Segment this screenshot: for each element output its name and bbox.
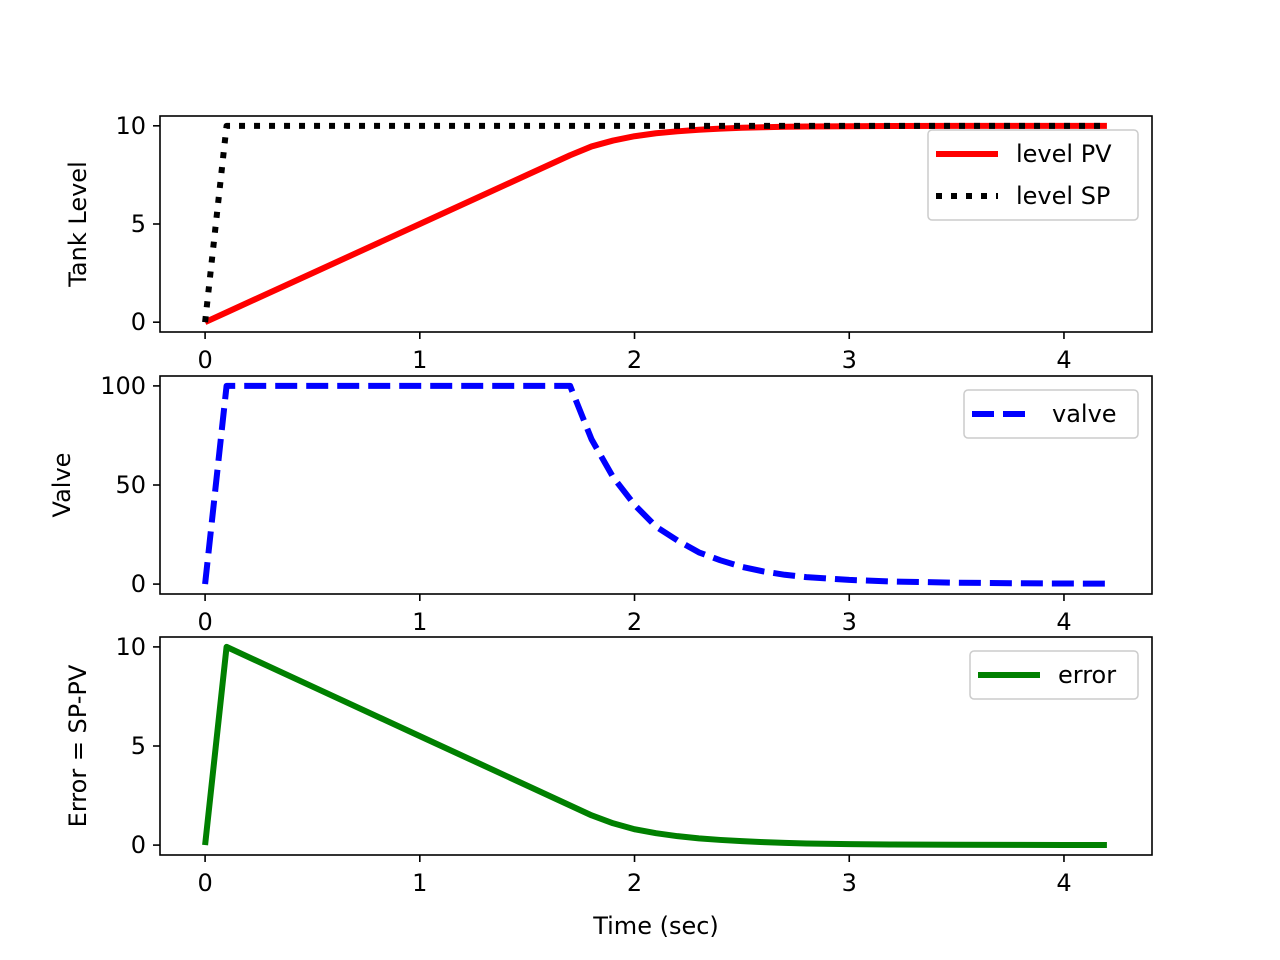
series-line-valve	[202, 382, 1107, 587]
legend-label: level SP	[1016, 182, 1110, 210]
series-line-error	[202, 643, 1107, 849]
x-tick-label: 4	[1056, 346, 1071, 374]
subplot-1: 0 1 2 3 4 0 5 10 Tank Level level PV level SP	[64, 112, 1153, 374]
legend: level PV level SP	[927, 129, 1139, 221]
y-tick-label: 5	[131, 210, 146, 238]
y-tick-label: 0	[131, 308, 146, 336]
x-tick-label: 1	[412, 346, 427, 374]
series-group	[202, 643, 1107, 849]
series-group	[202, 382, 1107, 587]
y-tick-label: 10	[115, 112, 146, 140]
series-line-level-pv	[203, 122, 1107, 325]
y-tick-label: 100	[100, 372, 146, 400]
y-axis-label: Valve	[48, 453, 76, 518]
x-tick-label: 3	[842, 608, 857, 636]
y-tick-label: 5	[131, 732, 146, 760]
subplot-2: 0 1 2 3 4 0 50 100 Valve valve	[48, 372, 1153, 636]
series-line-level-sp	[202, 122, 1107, 323]
y-axis-label: Error = SP-PV	[64, 664, 92, 827]
subplot-3: 0 1 2 3 4 0 5 10 Error = SP-PV Time (sec) error	[64, 633, 1153, 940]
series-group	[202, 122, 1107, 325]
x-tick-label: 4	[1056, 608, 1071, 636]
x-tick-label: 2	[627, 346, 642, 374]
x-tick-label: 3	[842, 346, 857, 374]
y-tick-label: 10	[115, 633, 146, 661]
x-tick-label: 0	[197, 346, 212, 374]
x-tick-label: 3	[842, 869, 857, 897]
x-tick-label: 0	[197, 608, 212, 636]
y-axis-label: Tank Level	[64, 161, 92, 287]
y-tick-label: 0	[131, 570, 146, 598]
legend-label: valve	[1052, 400, 1117, 428]
x-tick-label: 1	[412, 869, 427, 897]
legend-label: level PV	[1016, 140, 1112, 168]
x-tick-label: 2	[627, 869, 642, 897]
y-tick-label: 50	[115, 471, 146, 499]
legend: valve	[963, 389, 1139, 439]
legend: error	[969, 650, 1139, 700]
x-tick-label: 4	[1056, 869, 1071, 897]
x-axis-label: Time (sec)	[592, 912, 719, 940]
legend-label: error	[1058, 661, 1116, 689]
x-tick-label: 0	[197, 869, 212, 897]
y-tick-label: 0	[131, 831, 146, 859]
x-tick-label: 2	[627, 608, 642, 636]
x-tick-label: 1	[412, 608, 427, 636]
legend-box	[969, 650, 1139, 700]
legend-box	[963, 389, 1139, 439]
